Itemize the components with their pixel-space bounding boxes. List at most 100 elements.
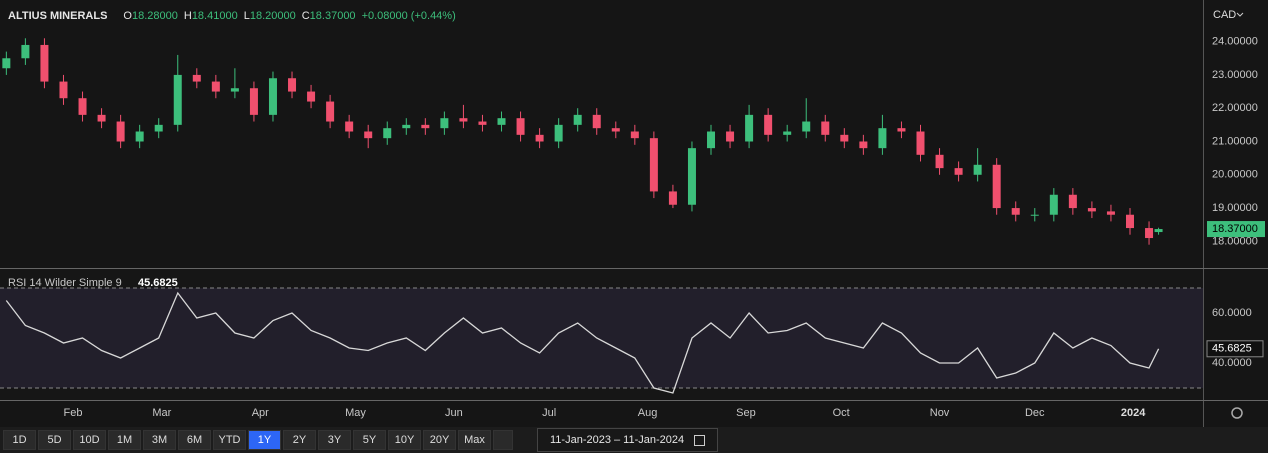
candle-body [1145, 228, 1154, 239]
last-price-tag [1207, 221, 1265, 238]
x-tick-label: Apr [252, 407, 269, 419]
x-tick-label: Feb [64, 407, 83, 419]
settings-icon[interactable] [1231, 407, 1243, 419]
candle-body [402, 124, 411, 129]
candle-body [973, 164, 982, 175]
y-tick-label: 24.00000 [1212, 36, 1258, 48]
candle-body [211, 81, 220, 92]
candle-body [326, 101, 335, 122]
x-tick-label: Oct [833, 407, 850, 419]
date-range[interactable]: 11-Jan-2023 – 11-Jan-2024 [537, 428, 719, 452]
candle-body [249, 88, 258, 115]
range-button[interactable]: 10D [73, 430, 106, 450]
change: +0.08000 (+0.44%) [361, 10, 456, 22]
ohlc-field: L18.20000 [244, 10, 296, 22]
candle-body [154, 124, 163, 132]
range-button[interactable]: 5Y [353, 430, 386, 450]
candle-body [459, 118, 468, 122]
indicator-value: 45.6825 [138, 277, 178, 289]
candle-body [97, 114, 106, 122]
candle-body [573, 114, 582, 125]
rsi-line [5, 291, 1160, 394]
candle-body [1011, 208, 1020, 215]
candle-body [497, 118, 506, 125]
candle-body [345, 121, 354, 132]
candle-body [707, 131, 716, 149]
candle-body [1049, 194, 1058, 215]
x-tick-label: May [345, 407, 366, 419]
candle-body [230, 88, 239, 92]
candle-body [1087, 208, 1096, 212]
candle-body [192, 74, 201, 82]
candle-body [440, 118, 449, 129]
candle-body [1106, 211, 1115, 215]
range-button[interactable]: 20Y [423, 430, 456, 450]
candle-body [59, 81, 68, 99]
candle-body [1125, 214, 1134, 229]
range-button[interactable]: 10Y [388, 430, 421, 450]
candle-body [611, 128, 620, 132]
range-button[interactable]: 3Y [318, 430, 351, 450]
candle-body [992, 164, 1001, 209]
candle-body [307, 91, 316, 102]
candle-body [1068, 194, 1077, 209]
candle-body [478, 121, 487, 125]
range-button[interactable]: Max [458, 430, 491, 450]
date-range-text: 11-Jan-2023 – 11-Jan-2024 [550, 434, 685, 446]
currency-chevron[interactable] [1236, 12, 1244, 17]
candle-body [135, 131, 144, 142]
candle-body [821, 121, 830, 135]
candle-body [288, 78, 297, 92]
candle-body [1154, 229, 1163, 233]
rsi-band [0, 288, 1203, 388]
candle-body [40, 44, 49, 82]
range-button[interactable]: 2Y [283, 430, 316, 450]
candle-body [268, 78, 277, 115]
candle-body [592, 114, 601, 129]
ohlc-label: O [123, 10, 132, 22]
candle-body [897, 128, 906, 132]
range-button[interactable]: 1Y [248, 430, 281, 450]
candle-body [649, 138, 658, 192]
x-tick-label: Dec [1025, 407, 1045, 419]
range-button[interactable]: YTD [213, 430, 246, 450]
candle-body [2, 58, 11, 69]
last-value-label: 45.6825 [1212, 343, 1252, 355]
candle-body [516, 118, 525, 135]
candle-body [1030, 214, 1039, 216]
candle-body [687, 148, 696, 205]
calendar-icon [694, 434, 706, 446]
candle-body [878, 128, 887, 149]
range-button[interactable]: 6M [178, 430, 211, 450]
ohlc-label: C [301, 10, 310, 22]
y-tick-label: 20.00000 [1212, 169, 1258, 181]
last-value-tag [1206, 340, 1264, 358]
candle-body [783, 131, 792, 135]
candle-body [726, 131, 735, 142]
candle-body [802, 121, 811, 132]
currency[interactable]: CAD [1213, 9, 1236, 21]
x-tick-label: Jul [542, 407, 556, 419]
ohlc-value: 18.28000 [131, 10, 178, 22]
toolbar: 1D 5D 10D 1M 3M 6M YTD 1Y 2Y 3Y 5Y 10Y 20Y Max 11-Jan-… [0, 427, 1268, 453]
range-button[interactable]: 1M [108, 430, 141, 450]
y-tick-label: 40.0000 [1212, 357, 1252, 369]
ohlc-value: 18.41000 [191, 10, 238, 22]
candle-body [764, 114, 773, 135]
y-tick-label: 21.00000 [1212, 135, 1258, 147]
ohlc-field: O18.28000 [123, 10, 177, 22]
range-button[interactable]: 1D [3, 430, 36, 450]
candle-body [954, 168, 963, 175]
indicator-title: RSI 14 Wilder Simple 9 [8, 277, 122, 289]
candle-body [859, 141, 868, 149]
candle-body [421, 124, 430, 129]
range-button[interactable]: 3M [143, 430, 176, 450]
candle-body [916, 131, 925, 155]
x-tick-label: Sep [736, 407, 756, 419]
x-tick-label: Nov [930, 407, 950, 419]
range-button[interactable]: 5D [38, 430, 71, 450]
header: ALTIUS MINERALS O18.28000 H18.41000 L18.20… [8, 10, 456, 22]
candle-body [383, 128, 392, 139]
x-tick-label: Jun [445, 407, 463, 419]
settings-button[interactable] [493, 430, 513, 450]
